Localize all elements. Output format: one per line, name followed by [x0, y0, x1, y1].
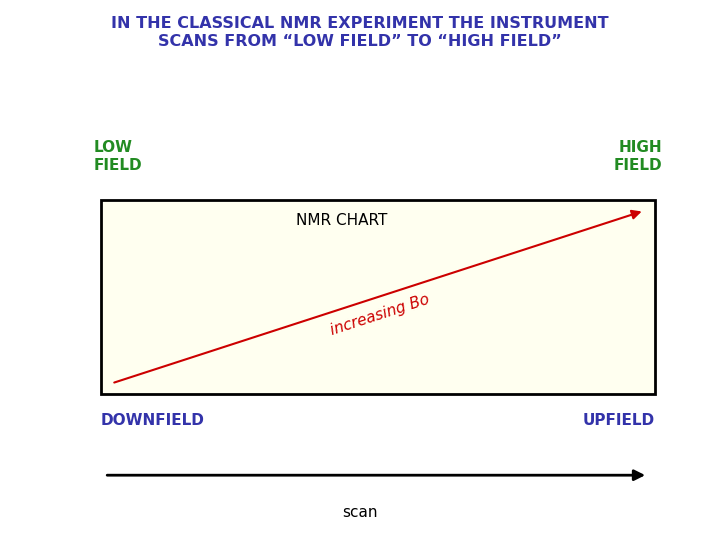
Text: HIGH
FIELD: HIGH FIELD: [613, 140, 662, 173]
Text: UPFIELD: UPFIELD: [583, 413, 655, 428]
Text: scan: scan: [342, 505, 378, 520]
Text: DOWNFIELD: DOWNFIELD: [101, 413, 204, 428]
Text: LOW
FIELD: LOW FIELD: [94, 140, 143, 173]
Text: increasing Bo: increasing Bo: [329, 292, 432, 338]
Text: IN THE CLASSICAL NMR EXPERIMENT THE INSTRUMENT
SCANS FROM “LOW FIELD” TO “HIGH F: IN THE CLASSICAL NMR EXPERIMENT THE INST…: [111, 16, 609, 49]
Bar: [101, 200, 655, 394]
Text: NMR CHART: NMR CHART: [297, 213, 387, 228]
